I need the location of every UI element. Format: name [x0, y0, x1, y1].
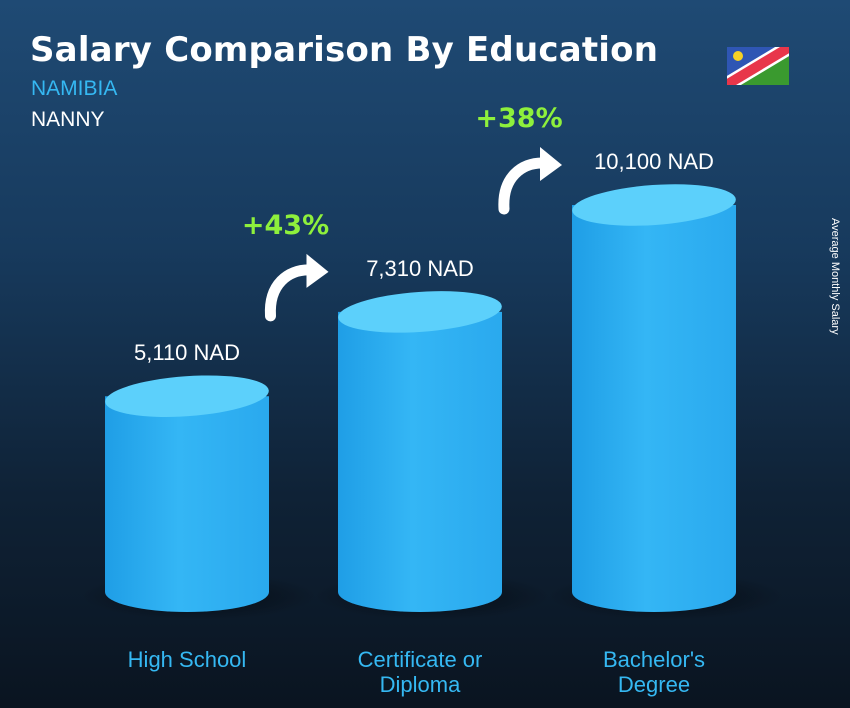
bar-top: [572, 184, 736, 226]
bar: [572, 205, 736, 612]
page-title: Salary Comparison By Education: [30, 30, 659, 70]
namibia-flag-icon: [727, 47, 789, 85]
category-label: Certificate or Diploma: [357, 647, 483, 697]
bar-top: [105, 375, 269, 417]
percent-increase-label: +43%: [242, 210, 329, 241]
value-label: 7,310 NAD: [366, 256, 474, 281]
value-label: 5,110 NAD: [134, 340, 240, 365]
category-label: High School: [127, 647, 247, 672]
bar: [105, 396, 269, 612]
category-label: Bachelor's Degree: [602, 647, 706, 697]
country-label: NAMIBIA: [31, 77, 118, 100]
value-label: 10,100 NAD: [594, 149, 714, 174]
job-label: NANNY: [31, 108, 105, 131]
curved-arrow-icon: [264, 253, 329, 322]
bar-top: [338, 291, 502, 333]
bar: [338, 311, 502, 612]
axis-side-label: Average Monthly Salary: [829, 218, 841, 335]
curved-arrow-icon: [498, 147, 562, 215]
percent-increase-label: +38%: [475, 103, 562, 134]
